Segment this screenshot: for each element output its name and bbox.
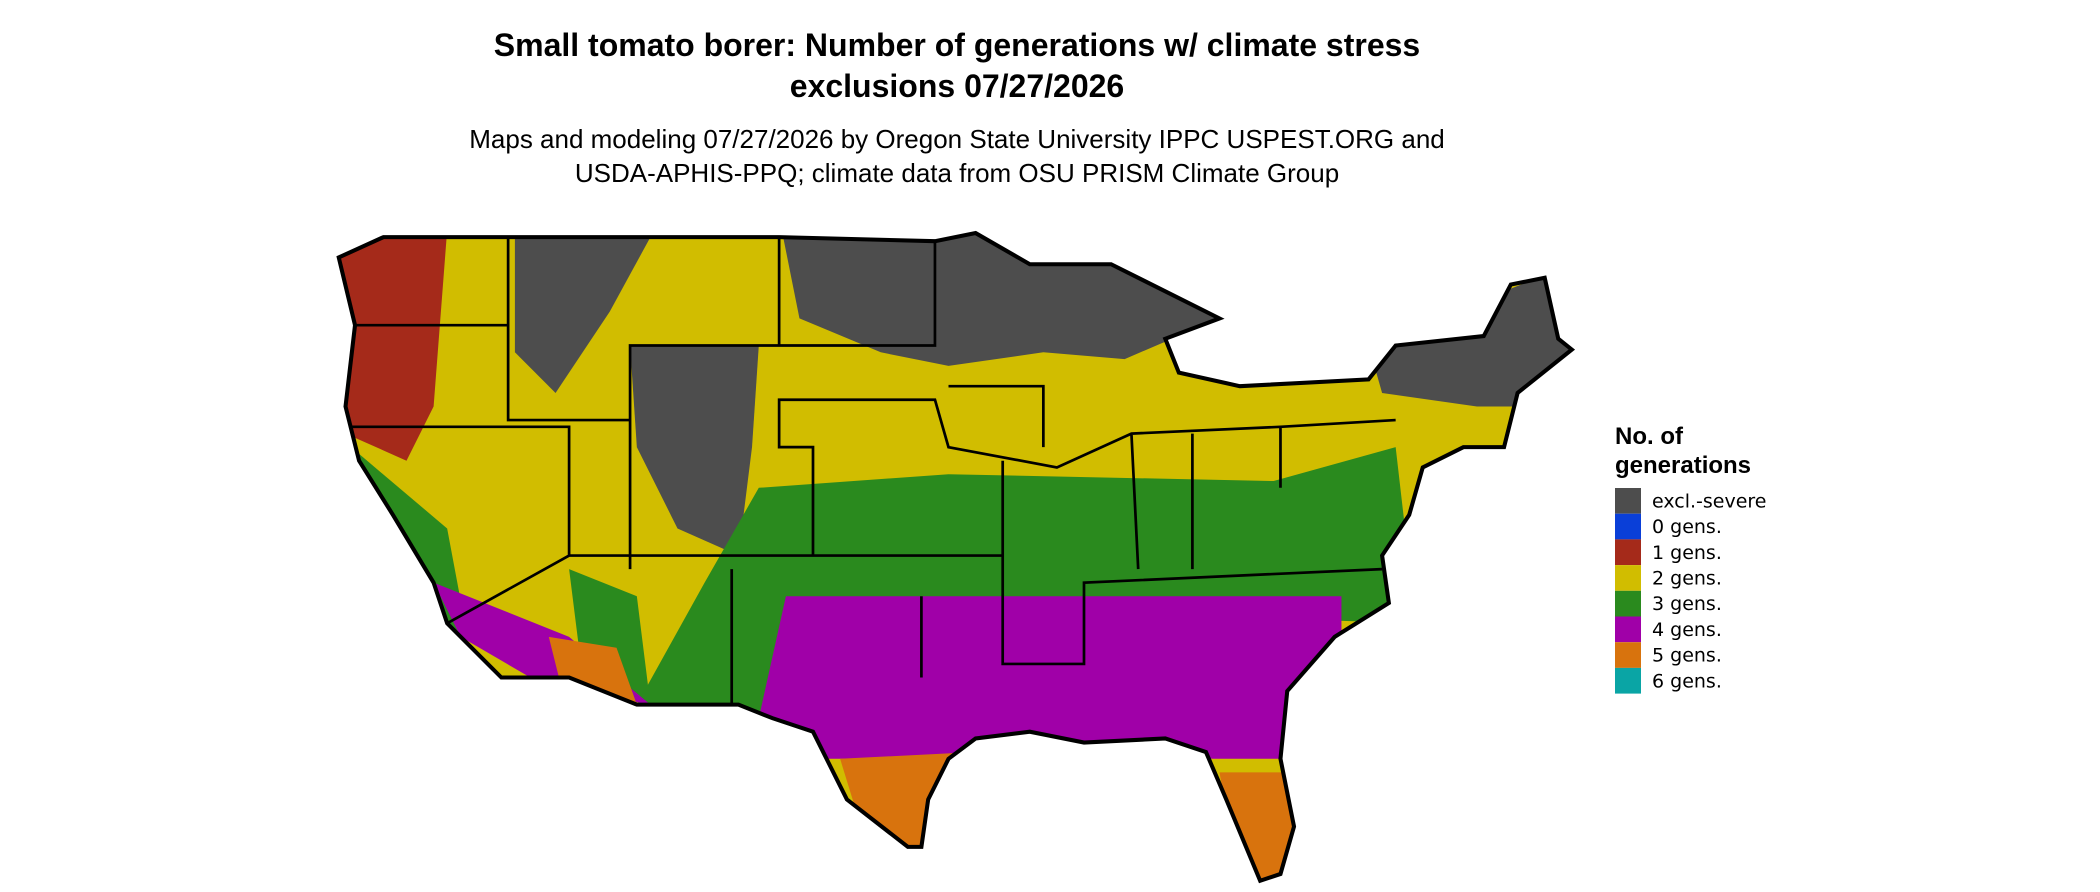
legend-label: excl.-severe [1652,490,1767,512]
legend-label: 1 gens. [1652,542,1722,564]
map-region [636,447,1416,732]
legend-label: 6 gens. [1652,670,1722,692]
legend-swatch [1615,539,1641,566]
legend-label: 3 gens. [1652,593,1722,615]
legend: excl.-severe 0 gens. 1 gens. 2 gens. 3 gens.… [1615,488,1767,694]
state-lines [345,237,1396,705]
map-region [779,233,1220,366]
legend-swatch [1615,667,1641,694]
map [336,230,1576,884]
map-region [840,752,976,874]
legend-title: generations [1615,452,1751,479]
legend-swatch [1615,590,1641,617]
legend-swatch [1615,488,1641,514]
subtitle: USDA-APHIS-PPQ; climate data from OSU PR… [575,158,1339,188]
legend-swatch [1615,513,1641,540]
us-outline [336,230,1576,884]
legend-title: No. of [1615,423,1684,450]
map-region [338,233,448,461]
legend-swatch [1615,616,1641,643]
legend-swatch [1615,642,1641,668]
title: Small tomato borer: Number of generation… [494,27,1420,63]
subtitle: Maps and modeling 07/27/2026 by Oregon S… [469,124,1445,154]
legend-swatch [1615,565,1641,591]
legend-label: 2 gens. [1652,567,1722,589]
map-region [758,596,1342,759]
legend-label: 4 gens. [1652,619,1722,641]
legend-label: 5 gens. [1652,645,1722,667]
map-region [514,237,651,393]
title: exclusions 07/27/2026 [790,68,1124,104]
legend-label: 0 gens. [1652,516,1722,538]
map-region [630,345,759,556]
